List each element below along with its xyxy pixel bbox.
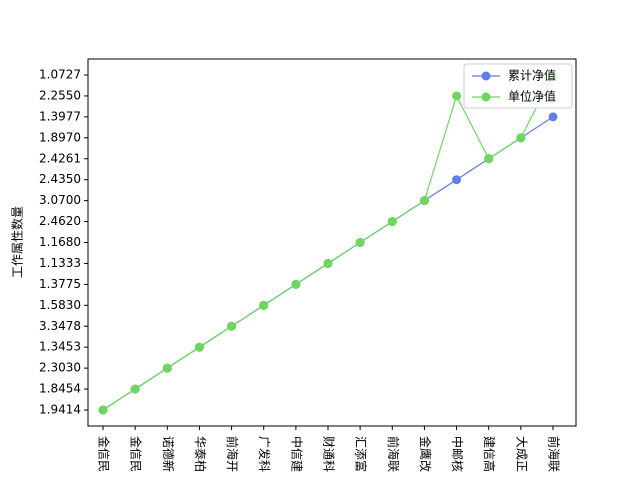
x-tick-label: 前海开 <box>225 436 240 472</box>
y-tick-label: 2.2550 <box>39 88 81 102</box>
data-point <box>259 300 269 310</box>
x-tick-label: 中信建 <box>289 436 304 472</box>
y-tick-label: 2.4620 <box>39 214 81 228</box>
y-tick-label: 3.3478 <box>39 319 81 333</box>
data-point <box>162 363 172 373</box>
legend-label: 累计净值 <box>508 68 556 83</box>
legend-label: 单位净值 <box>508 89 556 104</box>
legend-marker <box>481 92 491 102</box>
y-tick-label: 2.3030 <box>39 361 81 375</box>
y-tick-label: 2.4261 <box>39 151 81 165</box>
y-tick-label: 1.3453 <box>39 340 81 354</box>
x-tick-label: 金信民 <box>97 436 112 472</box>
legend-marker <box>481 71 491 81</box>
y-tick-label: 1.9414 <box>39 403 81 417</box>
y-tick-label: 2.4350 <box>39 172 81 186</box>
x-tick-label: 汇添富 <box>354 436 369 472</box>
y-tick-label: 1.0727 <box>39 68 81 82</box>
data-point <box>452 91 462 101</box>
y-tick-label: 1.8970 <box>39 130 81 144</box>
x-tick-label: 中邮核 <box>450 436 465 472</box>
y-tick-label: 1.1333 <box>39 256 81 270</box>
data-point <box>98 405 108 415</box>
y-tick-label: 1.8454 <box>39 382 81 396</box>
y-tick-label: 3.0700 <box>39 193 81 207</box>
y-tick-label: 1.3977 <box>39 109 81 123</box>
x-tick-label: 华泰柏 <box>193 436 208 472</box>
data-point <box>548 112 558 122</box>
data-point <box>194 342 204 352</box>
data-point <box>355 238 365 247</box>
data-point <box>419 196 429 206</box>
plot-frame <box>87 58 577 427</box>
y-tick-label: 1.3775 <box>39 277 81 291</box>
data-point <box>452 175 462 185</box>
x-tick-label: 大成正 <box>514 436 528 472</box>
x-tick-label: 金信民 <box>129 436 144 472</box>
data-point <box>227 321 237 331</box>
data-point <box>291 279 301 289</box>
data-point <box>387 217 397 227</box>
y-axis-label: 工作属性数量 <box>10 206 25 278</box>
x-tick-label: 前海联 <box>547 436 562 472</box>
y-tick-label: 1.1680 <box>39 235 81 249</box>
series-line <box>102 74 554 411</box>
x-tick-label: 金鹰改 <box>418 436 433 472</box>
y-tick-label: 1.5830 <box>39 298 81 312</box>
x-tick-label: 建信高 <box>482 436 497 472</box>
x-tick-label: 广发科 <box>257 436 272 472</box>
x-tick-label: 前海联 <box>386 436 401 472</box>
data-point <box>516 133 526 143</box>
plot-area <box>98 70 558 415</box>
data-point <box>484 154 494 164</box>
data-point <box>130 384 140 394</box>
data-point <box>323 258 333 268</box>
x-tick-label: 财通科 <box>322 436 336 472</box>
x-tick-label: 诺德新 <box>161 436 176 472</box>
